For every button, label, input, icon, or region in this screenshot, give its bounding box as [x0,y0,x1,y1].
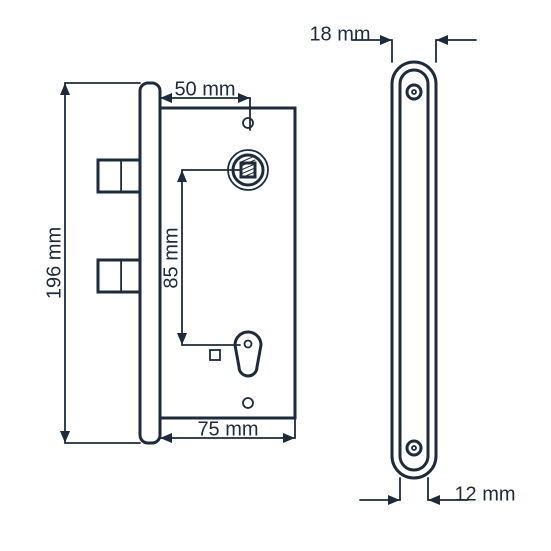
diagram-svg: 196 mm 50 mm 85 mm 75 mm 18 mm 12 mm [0,0,551,551]
dim-label: 50 mm [174,78,235,100]
dim-label: 18 mm [309,23,370,45]
lock-dimension-diagram: { "canvas": { "width": 551, "height": 55… [0,0,551,551]
dim-label: 85 mm [160,227,182,288]
dim-label: 196 mm [43,227,65,299]
euro-cylinder [235,332,261,376]
lock-faceplate [140,83,160,443]
case-screw-0 [243,118,253,128]
strike-screw-1 [407,441,421,455]
strike-screw-0 [407,85,421,99]
notch [210,350,220,360]
dim-label: 12 mm [454,483,515,505]
dim-label: 75 mm [197,418,258,440]
latch-bolt [98,160,140,192]
dead-bolt [98,260,140,292]
strike-plate-inner [400,70,428,470]
case-screw-1 [243,398,253,408]
